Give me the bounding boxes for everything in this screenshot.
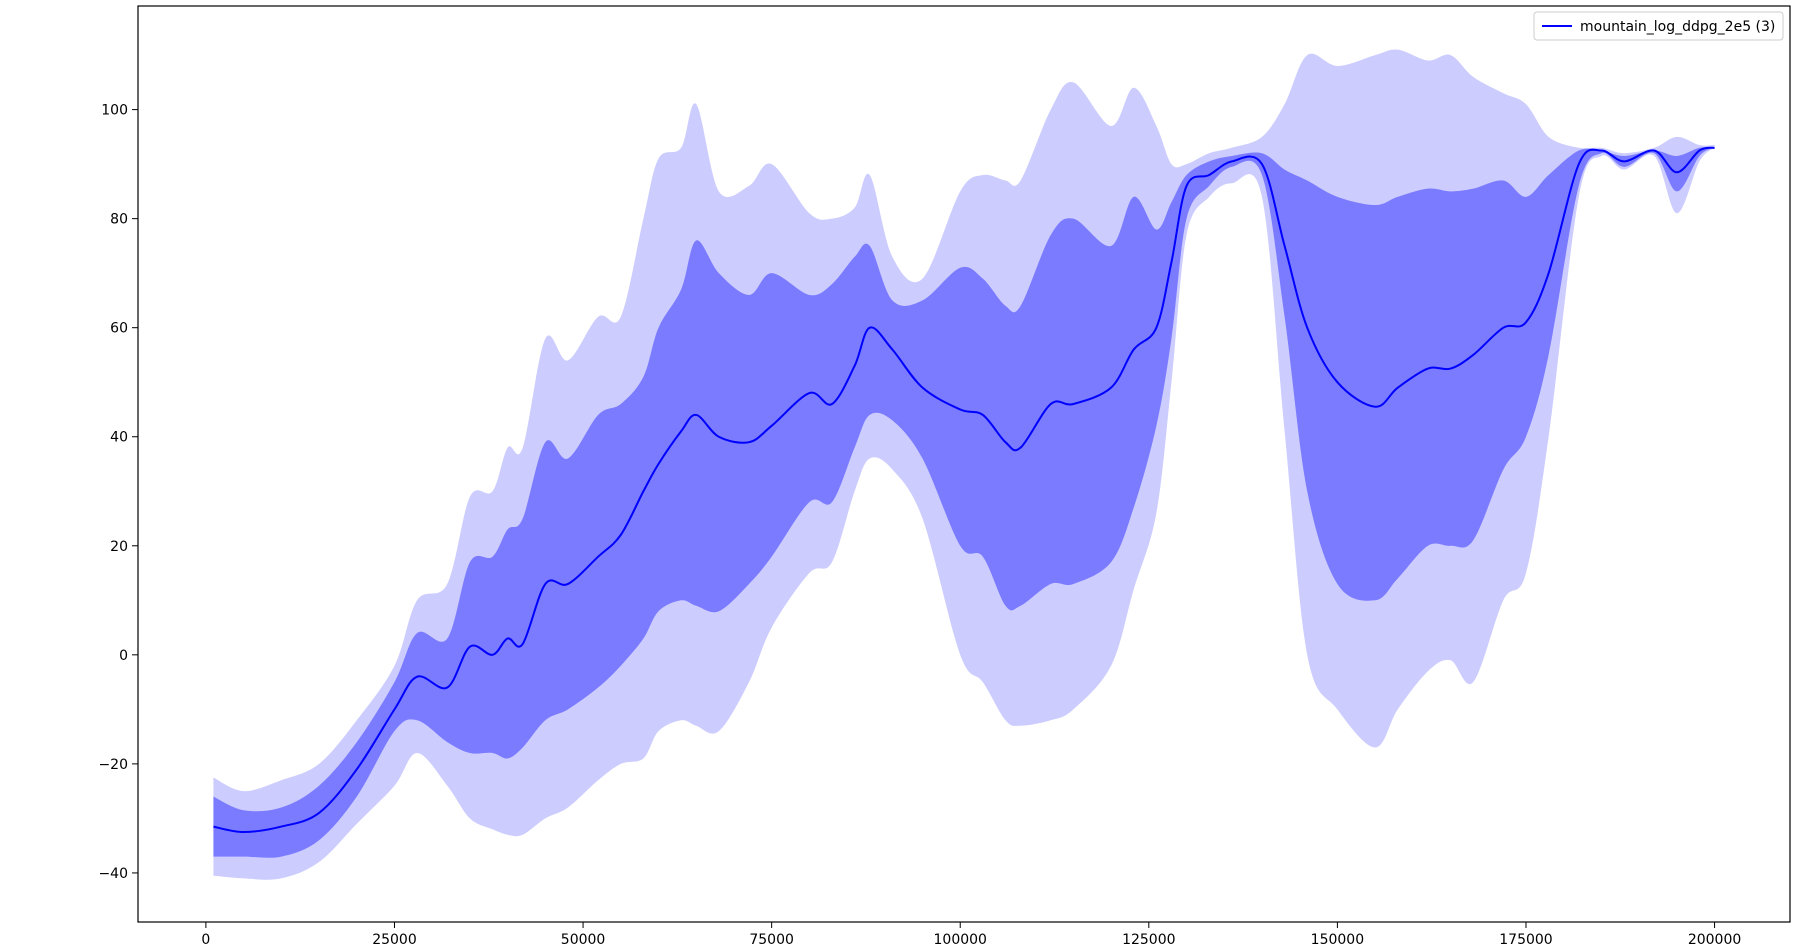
x-tick-label: 200000 (1688, 932, 1741, 948)
y-tick-label: 20 (110, 539, 128, 555)
y-tick-label: 60 (110, 321, 128, 337)
y-axis: −40 −20 0 20 40 60 80 100 (98, 103, 138, 882)
x-tick-label: 25000 (372, 932, 417, 948)
legend-box (1533, 11, 1784, 41)
legend-label: mountain_log_ddpg_2e5 (3) (1580, 19, 1775, 35)
x-tick-label: 75000 (749, 932, 794, 948)
x-tick-label: 50000 (561, 932, 606, 948)
y-tick-label: 40 (110, 430, 128, 446)
y-tick-label: −40 (98, 866, 128, 882)
x-tick-label: 100000 (934, 932, 987, 948)
x-axis: 0 25000 50000 75000 100000 125000 150000 175000… (201, 922, 1741, 948)
axes-frame (137, 5, 1791, 923)
y-tick-label: 100 (101, 103, 128, 119)
inner-band (213, 147, 1715, 858)
x-tick-label: 0 (201, 932, 210, 948)
x-tick-label: 175000 (1499, 932, 1552, 948)
y-tick-label: 80 (110, 212, 128, 228)
x-tick-label: 150000 (1311, 932, 1364, 948)
legend: mountain_log_ddpg_2e5 (3) (1533, 11, 1784, 41)
plot-area (213, 49, 1715, 880)
y-tick-label: −20 (98, 757, 128, 773)
y-tick-label: 0 (119, 648, 128, 664)
mean-line (213, 146, 1715, 834)
x-tick-label: 125000 (1122, 932, 1175, 948)
